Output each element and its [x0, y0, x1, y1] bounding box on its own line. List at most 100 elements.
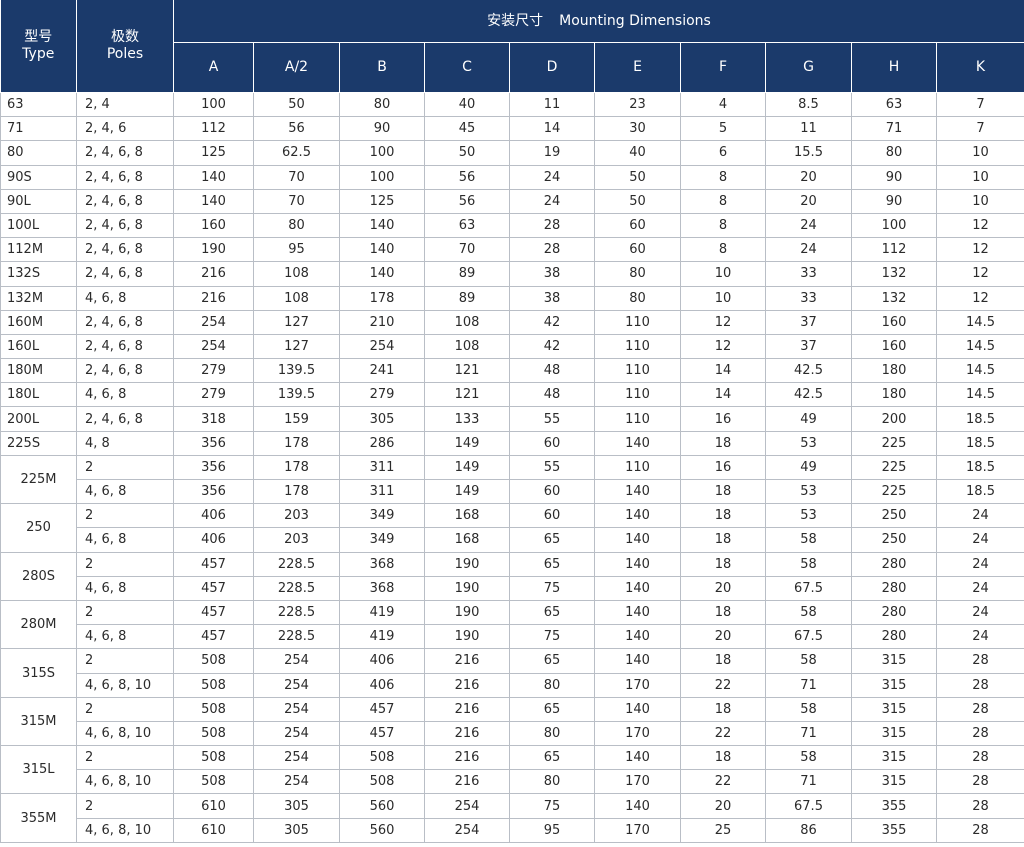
dimension-cell: 406 — [339, 672, 425, 698]
table-row: 315M 2 508 254 457 216 65 140 18 58 315 28 — [0, 696, 1024, 747]
poles-cell: 4, 6, 8 — [76, 285, 174, 311]
dimension-cell: 508 — [339, 769, 425, 795]
dimension-cell: 40 — [594, 140, 681, 166]
dimension-cell: 90 — [339, 116, 425, 142]
dimension-cell: 457 — [173, 624, 254, 650]
dimension-cell: 140 — [594, 793, 681, 819]
type-cell: 355M — [0, 793, 77, 843]
poles-cell: 2 — [76, 745, 174, 771]
type-cell: 280S — [0, 551, 77, 601]
poles-cell: 4, 6, 8, 10 — [76, 672, 174, 698]
dimension-cell: 86 — [765, 817, 852, 843]
dimension-cell: 38 — [509, 261, 595, 287]
poles-cell: 2 — [76, 503, 174, 529]
column-header-h: H — [851, 42, 937, 93]
table-row: 100L 2, 4, 6, 8 160 80 140 63 28 60 8 24 100 12 — [0, 212, 1024, 239]
dimension-cell: 56 — [424, 164, 510, 190]
dimension-cell: 75 — [509, 624, 595, 650]
column-header-c: C — [424, 42, 510, 93]
poles-cell: 2, 4, 6, 8 — [76, 406, 174, 432]
dimension-cell: 80 — [253, 212, 340, 239]
poles-header-zh: 极数 — [111, 29, 139, 45]
dimension-cell: 15.5 — [765, 140, 852, 166]
dimension-cell: 24 — [765, 237, 852, 263]
dimension-cell: 16 — [680, 406, 766, 432]
type-cell: 200L — [0, 406, 77, 432]
dimension-cell: 20 — [680, 624, 766, 650]
dimension-cell: 216 — [173, 285, 254, 311]
dimension-cell: 58 — [765, 745, 852, 771]
dimension-cell: 80 — [851, 140, 937, 166]
dimension-cell: 16 — [680, 454, 766, 481]
dimension-cell: 311 — [339, 478, 425, 505]
dimension-cell: 71 — [765, 720, 852, 747]
dimension-cell: 65 — [509, 599, 595, 626]
table-row: 225S 4, 8 356 178 286 149 60 140 18 53 225 18.5 — [0, 430, 1024, 456]
dimension-cell: 140 — [594, 599, 681, 626]
dimension-cell: 18.5 — [935, 406, 1024, 432]
dimension-cell: 508 — [173, 672, 254, 698]
dimension-cell: 279 — [173, 358, 254, 384]
dimension-cell: 140 — [594, 503, 681, 529]
dimension-cell: 70 — [253, 188, 340, 214]
type-cell: 132S — [0, 261, 77, 287]
dimension-cell: 10 — [680, 261, 766, 287]
dimension-cell: 12 — [935, 237, 1024, 263]
dimension-cell: 315 — [851, 720, 937, 747]
dimension-cell: 315 — [851, 672, 937, 698]
dimension-cell: 311 — [339, 454, 425, 481]
table-row: 280S 2 457 228.5 368 190 65 140 18 58 280 24 — [0, 551, 1024, 601]
poles-cell: 4, 8 — [76, 430, 174, 456]
table-row: 200L 2, 4, 6, 8 318 159 305 133 55 110 16 49 200 18… — [0, 406, 1024, 432]
dimension-cell: 18 — [680, 527, 766, 553]
poles-cell: 2 — [76, 599, 174, 626]
type-header-en: Type — [22, 46, 55, 62]
type-cell: 280M — [0, 599, 77, 650]
dimension-cell: 65 — [509, 551, 595, 577]
dimension-cell: 48 — [509, 358, 595, 384]
dimension-cell: 139.5 — [253, 358, 340, 384]
column-header-row: A A/2 B C D E F G H K — [1, 42, 1024, 93]
dimension-cell: 110 — [594, 333, 681, 360]
table-row: 4, 6, 8 356 178 311 149 60 140 18 53 225 18.5 — [1, 478, 1024, 505]
type-cell: 112M — [0, 237, 77, 263]
dimension-cell: 457 — [339, 720, 425, 747]
dimension-cell: 95 — [509, 817, 595, 843]
dimension-cell: 168 — [424, 503, 510, 529]
dimension-cell: 241 — [339, 358, 425, 384]
dimension-cell: 132 — [851, 285, 937, 311]
poles-cell: 2, 4 — [76, 91, 174, 118]
dimension-cell: 11 — [509, 91, 595, 118]
dimension-cell: 42 — [509, 309, 595, 335]
type-cell: 160M — [0, 309, 77, 335]
type-cell: 225S — [0, 430, 77, 456]
dimension-cell: 140 — [594, 430, 681, 456]
column-header-f: F — [680, 42, 766, 93]
type-cell: 160L — [0, 333, 77, 360]
dimension-cell: 180 — [851, 382, 937, 408]
dimension-cell: 22 — [680, 720, 766, 747]
poles-header-en: Poles — [106, 46, 144, 62]
dimension-cell: 406 — [173, 503, 254, 529]
dimension-cell: 30 — [594, 116, 681, 142]
dimension-cell: 53 — [765, 430, 852, 456]
dimension-cell: 28 — [935, 769, 1024, 795]
dimension-cell: 140 — [173, 164, 254, 190]
table-row: 71 2, 4, 6 112 56 90 45 14 30 5 11 71 7 — [0, 116, 1024, 142]
dimension-cell: 228.5 — [253, 575, 340, 601]
dimension-cell: 60 — [509, 503, 595, 529]
dimension-cell: 24 — [509, 164, 595, 190]
dimension-cell: 280 — [851, 551, 937, 577]
type-cell: 63 — [0, 91, 77, 118]
dimension-cell: 457 — [339, 696, 425, 722]
dimension-cell: 419 — [339, 624, 425, 650]
poles-cell: 2 — [76, 551, 174, 577]
dimension-cell: 112 — [851, 237, 937, 263]
table-row: 90L 2, 4, 6, 8 140 70 125 56 24 50 8 20 90 10 — [0, 188, 1024, 214]
dimension-cell: 8 — [680, 237, 766, 263]
dimension-cell: 160 — [173, 212, 254, 239]
dimension-cell: 60 — [509, 478, 595, 505]
mounting-dimensions-header-zh: 安装尺寸 — [487, 12, 544, 29]
dimension-cell: 254 — [253, 648, 340, 674]
poles-cell: 2, 4, 6, 8 — [76, 333, 174, 360]
